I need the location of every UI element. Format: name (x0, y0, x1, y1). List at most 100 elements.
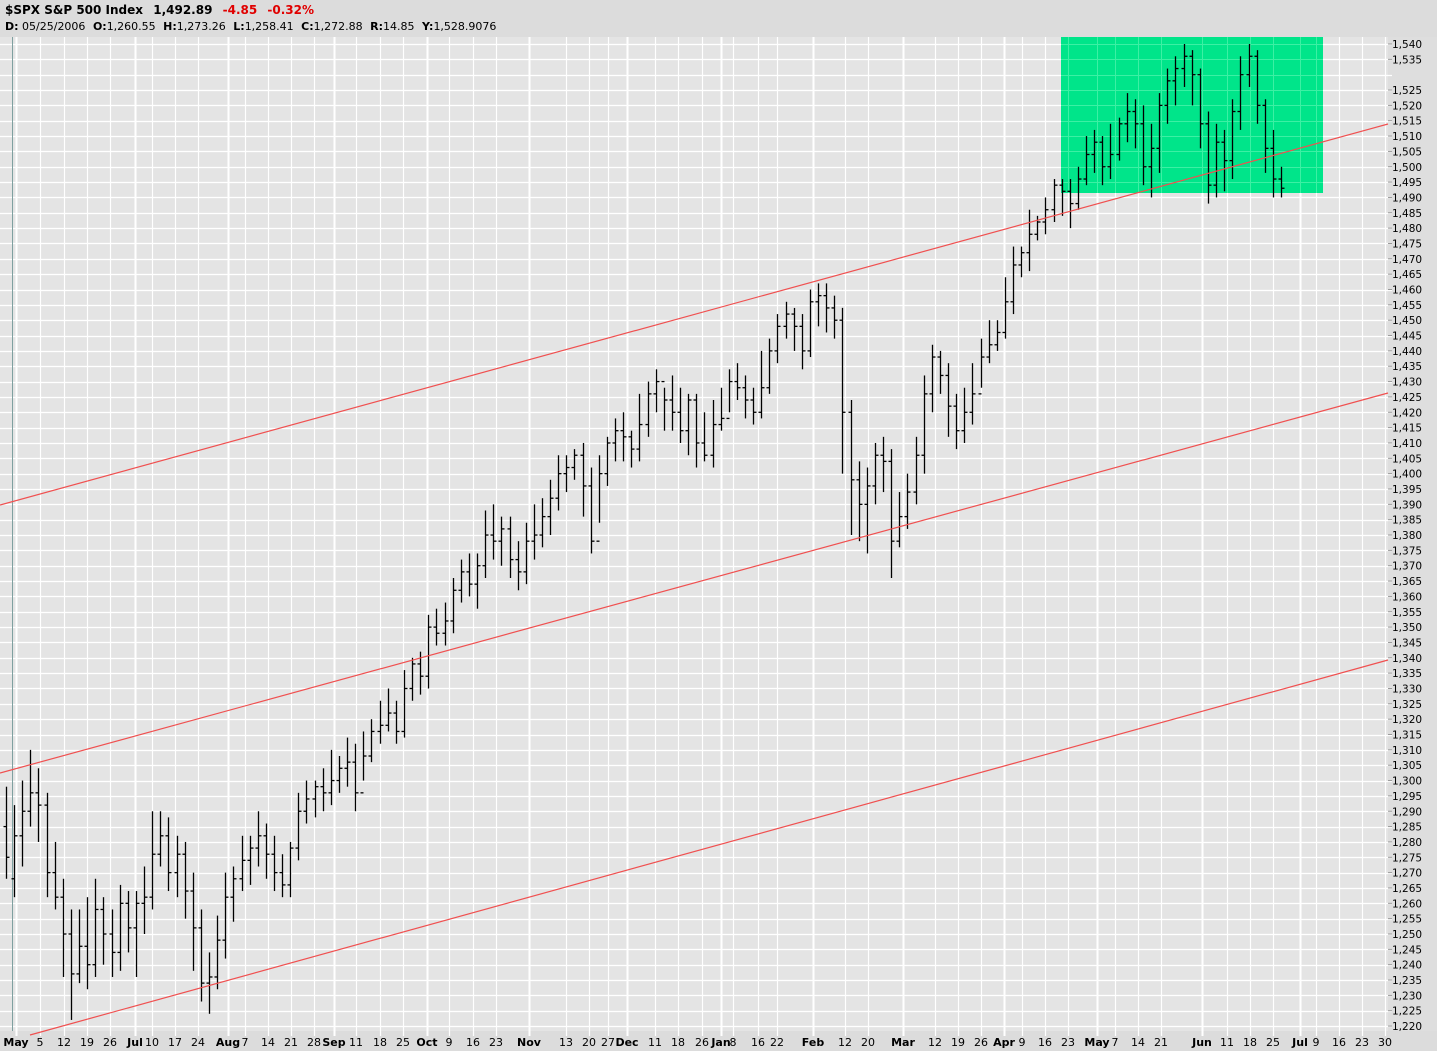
y-tick-label: 1,385 (1392, 515, 1422, 527)
y-tick-label: 1,390 (1392, 499, 1422, 511)
y-tick-label: 1,465 (1392, 269, 1422, 281)
x-tick-label: 20 (861, 1036, 875, 1049)
y-tick-label: 1,240 (1392, 960, 1422, 972)
lower-channel-trendline[interactable] (29, 659, 1389, 1036)
x-tick-label: Feb (802, 1036, 825, 1049)
y-tick-label: 1,485 (1392, 208, 1422, 220)
high-label: H: (163, 20, 177, 33)
range-value: 14.85 (383, 20, 415, 33)
price-change-pct: -0.32% (267, 3, 315, 17)
x-tick-label: 12 (57, 1036, 71, 1049)
x-tick-label: 21 (1154, 1036, 1168, 1049)
x-tick-label: 16 (1038, 1036, 1052, 1049)
y-tick-label: 1,340 (1392, 653, 1422, 665)
y-tick-label: 1,460 (1392, 285, 1422, 297)
y-tick-label: 1,510 (1392, 131, 1422, 143)
y-tick-label: 1,220 (1392, 1021, 1422, 1033)
plot-area[interactable] (0, 37, 1388, 1031)
y-tick-label: 1,440 (1392, 346, 1422, 358)
y-tick-label: 1,450 (1392, 315, 1422, 327)
x-tick-label: 18 (671, 1036, 685, 1049)
x-tick-label: 16 (751, 1036, 765, 1049)
ohlc-info-line: D: 05/25/2006 O:1,260.55 H:1,273.26 L:1,… (5, 20, 496, 33)
y-tick-label: 1,225 (1392, 1006, 1422, 1018)
y-tick-label: 1,315 (1392, 730, 1422, 742)
x-tick-label: 11 (349, 1036, 363, 1049)
x-tick-label: May (3, 1036, 28, 1049)
y-tick-label: 1,250 (1392, 929, 1422, 941)
y-tick-label: 1,420 (1392, 407, 1422, 419)
y-tick-label: 1,415 (1392, 423, 1422, 435)
y-tick-label: 1,365 (1392, 576, 1422, 588)
y-tick-label: 1,230 (1392, 990, 1422, 1002)
y-tick-label: 1,540 (1392, 39, 1422, 51)
x-axis-labels: May 5 12 19 26 Jul 10 17 24 Aug 7 14 21 28 Sep 11 18 25 Oc… (3, 1036, 1392, 1049)
y-tick-label: 1,410 (1392, 438, 1422, 450)
y-tick-label: 1,495 (1392, 177, 1422, 189)
x-tick-label: Jul (126, 1036, 143, 1049)
x-tick-label: 9 (446, 1036, 453, 1049)
x-tick-label: Jul (1291, 1036, 1308, 1049)
y-tick-label: 1,515 (1392, 116, 1422, 128)
y-tick-label: 1,430 (1392, 377, 1422, 389)
trendlines[interactable] (0, 123, 1389, 1036)
open-label: O: (92, 20, 107, 33)
y-value: 1,528.9076 (433, 20, 497, 33)
y-tick-label: 1,335 (1392, 668, 1422, 680)
x-tick-label: 12 (838, 1036, 852, 1049)
y-tick-label: 1,370 (1392, 561, 1422, 573)
x-tick-label: Dec (615, 1036, 638, 1049)
symbol: $SPX (5, 3, 41, 17)
x-tick-label: 11 (648, 1036, 662, 1049)
y-tick-label: 1,470 (1392, 254, 1422, 266)
y-tick-label: 1,445 (1392, 331, 1422, 343)
y-tick-label: 1,270 (1392, 868, 1422, 880)
y-tick-label: 1,360 (1392, 591, 1422, 603)
x-tick-label: 18 (373, 1036, 387, 1049)
x-tick-label: 27 (601, 1036, 615, 1049)
x-tick-label: 23 (1061, 1036, 1075, 1049)
x-tick-label: Nov (517, 1036, 542, 1049)
middle-channel-trendline[interactable] (0, 392, 1389, 774)
x-tick-label: 16 (466, 1036, 480, 1049)
open-value: 1,260.55 (106, 20, 156, 33)
y-tick-label: 1,290 (1392, 806, 1422, 818)
x-tick-label: 23 (489, 1036, 503, 1049)
x-tick-label: 30 (1378, 1036, 1392, 1049)
y-tick-label: 1,480 (1392, 223, 1422, 235)
y-tick-label: 1,255 (1392, 914, 1422, 926)
x-tick-label: 9 (1313, 1036, 1320, 1049)
x-tick-label: 26 (695, 1036, 709, 1049)
close-label: C: (301, 20, 314, 33)
x-tick-label: 13 (559, 1036, 573, 1049)
x-tick-label: Apr (993, 1036, 1015, 1049)
x-tick-label: 9 (1019, 1036, 1026, 1049)
x-tick-label: Oct (416, 1036, 437, 1049)
y-tick-label: 1,300 (1392, 776, 1422, 788)
y-tick-label: 1,320 (1392, 714, 1422, 726)
range-label: R: (370, 20, 384, 33)
right-axis-panel (1388, 37, 1437, 1031)
x-tick-label: 23 (1355, 1036, 1369, 1049)
close-value: 1,272.88 (313, 20, 363, 33)
x-tick-label: 26 (974, 1036, 988, 1049)
x-tick-label: 14 (261, 1036, 275, 1049)
y-tick-label: 1,535 (1392, 54, 1422, 66)
bottom-axis-panel (0, 1031, 1437, 1051)
x-tick-label: 10 (145, 1036, 159, 1049)
upper-channel-trendline[interactable] (0, 123, 1389, 506)
y-tick-label: 1,425 (1392, 392, 1422, 404)
x-tick-label: Mar (891, 1036, 915, 1049)
y-tick-label: 1,520 (1392, 100, 1422, 112)
x-tick-label: Jan (710, 1036, 730, 1049)
y-tick-label: 1,455 (1392, 300, 1422, 312)
y-tick-label: 1,500 (1392, 162, 1422, 174)
x-tick-label: Jun (1191, 1036, 1212, 1049)
x-tick-label: 24 (191, 1036, 205, 1049)
x-tick-label: 7 (1112, 1036, 1119, 1049)
y-tick-label: 1,330 (1392, 683, 1422, 695)
price-change: -4.85 (222, 3, 258, 17)
y-tick-label: 1,235 (1392, 975, 1422, 987)
y-tick-label: 1,505 (1392, 146, 1422, 158)
